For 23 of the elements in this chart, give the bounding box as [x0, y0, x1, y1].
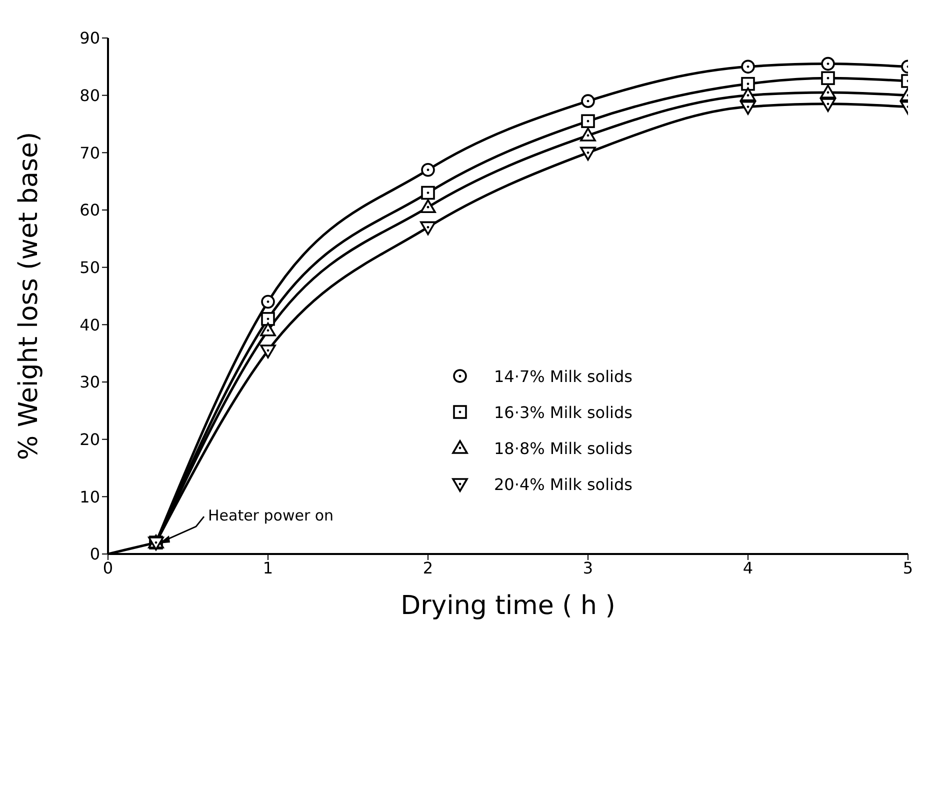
y-tick-label: 40: [80, 315, 100, 334]
y-tick-label: 30: [80, 372, 100, 392]
x-tick-label: 1: [262, 558, 274, 578]
annotation: Heater power on: [208, 506, 334, 525]
legend-label: 18·8% Milk solids: [494, 438, 632, 458]
x-tick-label: 3: [582, 558, 594, 578]
y-tick-label: 60: [80, 200, 100, 220]
y-tick-label: 10: [80, 487, 100, 506]
y-tick-label: 70: [80, 143, 100, 162]
legend-label: 16·3% Milk solids: [494, 402, 632, 422]
legend-label: 14·7% Milk solids: [494, 366, 632, 386]
y-tick-label: 0: [90, 544, 100, 564]
y-tick-label: 80: [80, 86, 100, 106]
y-tick-label: 90: [80, 28, 100, 48]
x-tick-label: 0: [102, 558, 114, 578]
x-tick-label: 2: [422, 558, 434, 578]
y-axis-title: % Weight loss (wet base): [14, 132, 44, 460]
legend-label: 20·4% Milk solids: [494, 474, 632, 494]
x-tick-label: 5: [902, 558, 914, 578]
y-tick-label: 50: [80, 258, 100, 278]
x-axis-title: Drying time ( h ): [400, 591, 616, 621]
y-tick-label: 20: [80, 430, 100, 450]
x-tick-label: 4: [742, 558, 754, 578]
